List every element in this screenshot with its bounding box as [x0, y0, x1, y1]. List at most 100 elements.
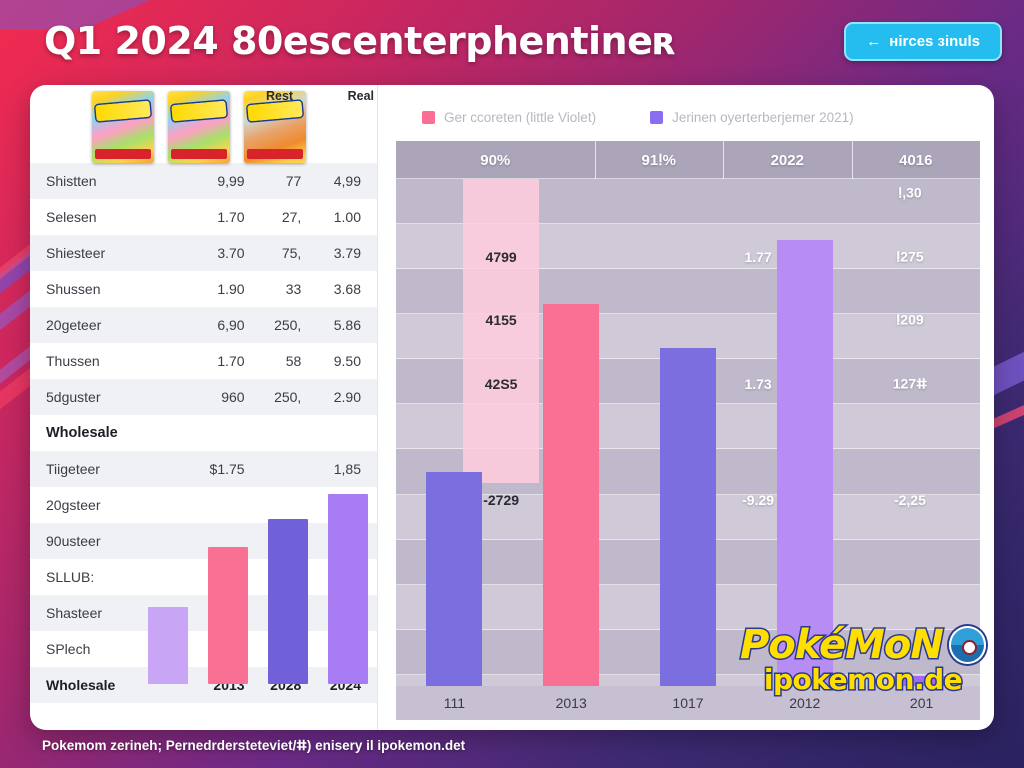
chart-value-label: 4155 — [485, 312, 517, 329]
table-row[interactable]: 20gsteer — [30, 487, 377, 523]
price-table-panel: Rest Real Shistten 9,99 77 4,99 Selesen … — [30, 85, 378, 730]
chart-bar-slot[interactable] — [863, 179, 980, 686]
main-chart-panel: Ger ccoreten (little Violet) Jerinen oye… — [378, 85, 994, 730]
mini-chart-bar[interactable] — [148, 606, 188, 684]
row-value-2: 75, — [281, 245, 302, 261]
chart-legend: Ger ccoreten (little Violet) Jerinen oye… — [396, 99, 980, 141]
row-value-2 — [253, 451, 310, 487]
row-name: Thussen — [46, 353, 100, 369]
row-value-2: 27, — [281, 209, 302, 225]
table-row[interactable]: Selesen 1.70 27, 1.00 — [30, 199, 377, 235]
grid-row — [396, 224, 980, 270]
row-value-1: 3.70 — [217, 245, 245, 261]
chart-column-header: 2022 — [770, 151, 804, 169]
back-button-label: ʜirces ɜinuls — [889, 32, 980, 50]
chart-value-label: 42S5 — [484, 376, 518, 393]
price-table: Shistten 9,99 77 4,99 Selesen 1.70 27, 1… — [30, 163, 377, 703]
table-row[interactable]: 20geteer 6,90 250, 5.86 — [30, 307, 377, 343]
row-value-3: 1,85 — [333, 461, 361, 477]
table-row[interactable]: Shussen 1.90 33 3.68 — [30, 271, 377, 307]
table-row[interactable]: Shiesteer 3.70 75, 3.79 — [30, 235, 377, 271]
legend-swatch-icon — [422, 110, 435, 124]
table-section-header: Wholesale — [30, 415, 377, 451]
x-axis-tick-label: 1017 — [672, 695, 704, 711]
chart-bar[interactable] — [426, 471, 483, 686]
row-name: Shasteer — [46, 605, 103, 621]
table-row[interactable]: Shistten 9,99 77 4,99 — [30, 163, 377, 199]
x-axis-tick-label: 111 — [443, 695, 466, 711]
row-value-3: 3.79 — [333, 245, 361, 261]
grid-row-header — [396, 141, 980, 179]
header-separator — [723, 141, 725, 179]
row-name: 20geteer — [46, 317, 102, 333]
row-value-1: $1.75 — [209, 461, 245, 477]
chart-bars — [396, 179, 980, 686]
chart-column-header: 4016 — [899, 151, 933, 169]
chart-value-label: 4799 — [485, 248, 517, 265]
header-separator — [594, 141, 596, 179]
chart-value-label: 1.73 — [744, 376, 772, 393]
table-row[interactable]: Thussen 1.70 58 9.50 — [30, 343, 377, 379]
legend-item[interactable]: Jerinen oyerterberjemer 2021) — [650, 110, 854, 125]
chart-x-axis: 111 2013 1017 2012 201 — [396, 686, 980, 720]
row-name: Shiesteer — [46, 245, 106, 261]
row-value-1: 1.90 — [217, 281, 245, 297]
chart-bar[interactable] — [776, 239, 833, 686]
table-row[interactable]: 5dguster 960 250, 2.90 — [30, 379, 377, 415]
row-value-1: 960 — [221, 389, 245, 405]
content-card: Rest Real Shistten 9,99 77 4,99 Selesen … — [30, 85, 994, 730]
chart-value-label: -2,25 — [893, 491, 926, 508]
legend-label: Jerinen oyerterberjemer 2021) — [672, 109, 854, 125]
x-axis-tick-label: 2013 — [555, 695, 587, 711]
row-name: Shistten — [46, 173, 97, 189]
chart-value-label: -9.29 — [742, 491, 775, 508]
row-name: 90usteer — [46, 533, 101, 549]
pokemon-pack-image — [244, 91, 306, 163]
row-value-2: 33 — [285, 281, 302, 297]
row-value-3: 5.86 — [333, 317, 361, 333]
arrow-left-icon: ← — [866, 32, 882, 50]
mini-chart-bar[interactable] — [328, 494, 368, 684]
mini-bar-chart — [148, 494, 368, 684]
chart-column-header: 91ⵑ% — [641, 152, 676, 169]
table-row[interactable]: SLLUB: — [30, 559, 377, 595]
table-row[interactable]: 90usteer — [30, 523, 377, 559]
chart-value-label: ⵑ,30 — [898, 184, 922, 201]
thumb-header-real: Real — [347, 89, 374, 103]
chart-plot-area: 90% 91ⵑ% 2022 4016 4799 4155 42S5 -2729 1.77 1.7… — [396, 141, 980, 720]
row-name: Tiigeteer — [46, 461, 100, 477]
row-value-3: 4,99 — [333, 173, 361, 189]
chart-value-label: ⵑ275 — [896, 248, 924, 265]
legend-item[interactable]: Ger ccoreten (little Violet) — [422, 110, 596, 125]
mini-chart-bar[interactable] — [268, 519, 308, 684]
row-name: SPlech — [46, 641, 91, 657]
page-title: Q1 2024 80escenterphentineʀ — [44, 19, 677, 63]
chart-bar[interactable] — [543, 303, 600, 686]
chart-bar-slot[interactable] — [746, 179, 863, 686]
x-axis-tick-label: 201 — [909, 695, 934, 711]
row-name: Selesen — [46, 209, 97, 225]
chart-value-label: -2729 — [483, 491, 520, 508]
footer-text: Pokemom zerineh; Pernedrdersteteviet/ⵌ) … — [42, 738, 466, 753]
row-value-1: 9,99 — [217, 173, 245, 189]
row-value-2: 58 — [285, 353, 302, 369]
chart-bar-slot[interactable] — [513, 179, 630, 686]
chart-bar-slot[interactable] — [396, 179, 513, 686]
pokemon-pack-image — [92, 91, 154, 163]
page-header: Q1 2024 80escenterphentineʀ ← ʜirces ɜin… — [0, 0, 1024, 82]
table-row[interactable]: Tiigeteer $1.75 1,85 — [30, 451, 377, 487]
chart-column-header: 90% — [480, 151, 511, 169]
mini-chart-bar[interactable] — [208, 546, 248, 684]
chart-bar-slot[interactable] — [630, 179, 747, 686]
row-value-1: 6,90 — [217, 317, 245, 333]
price-table-body: Shistten 9,99 77 4,99 Selesen 1.70 27, 1… — [30, 163, 377, 703]
row-name: Shussen — [46, 281, 101, 297]
row-name: 5dguster — [46, 389, 101, 405]
back-button[interactable]: ← ʜirces ɜinuls — [844, 21, 1002, 61]
table-row[interactable]: Shasteer — [30, 595, 377, 631]
row-value-3: 3.68 — [333, 281, 361, 297]
chart-bar[interactable] — [893, 675, 950, 686]
chart-bar[interactable] — [659, 348, 716, 686]
thumb-header-rest: Rest — [266, 89, 294, 103]
table-row[interactable]: SPlech — [30, 631, 377, 667]
